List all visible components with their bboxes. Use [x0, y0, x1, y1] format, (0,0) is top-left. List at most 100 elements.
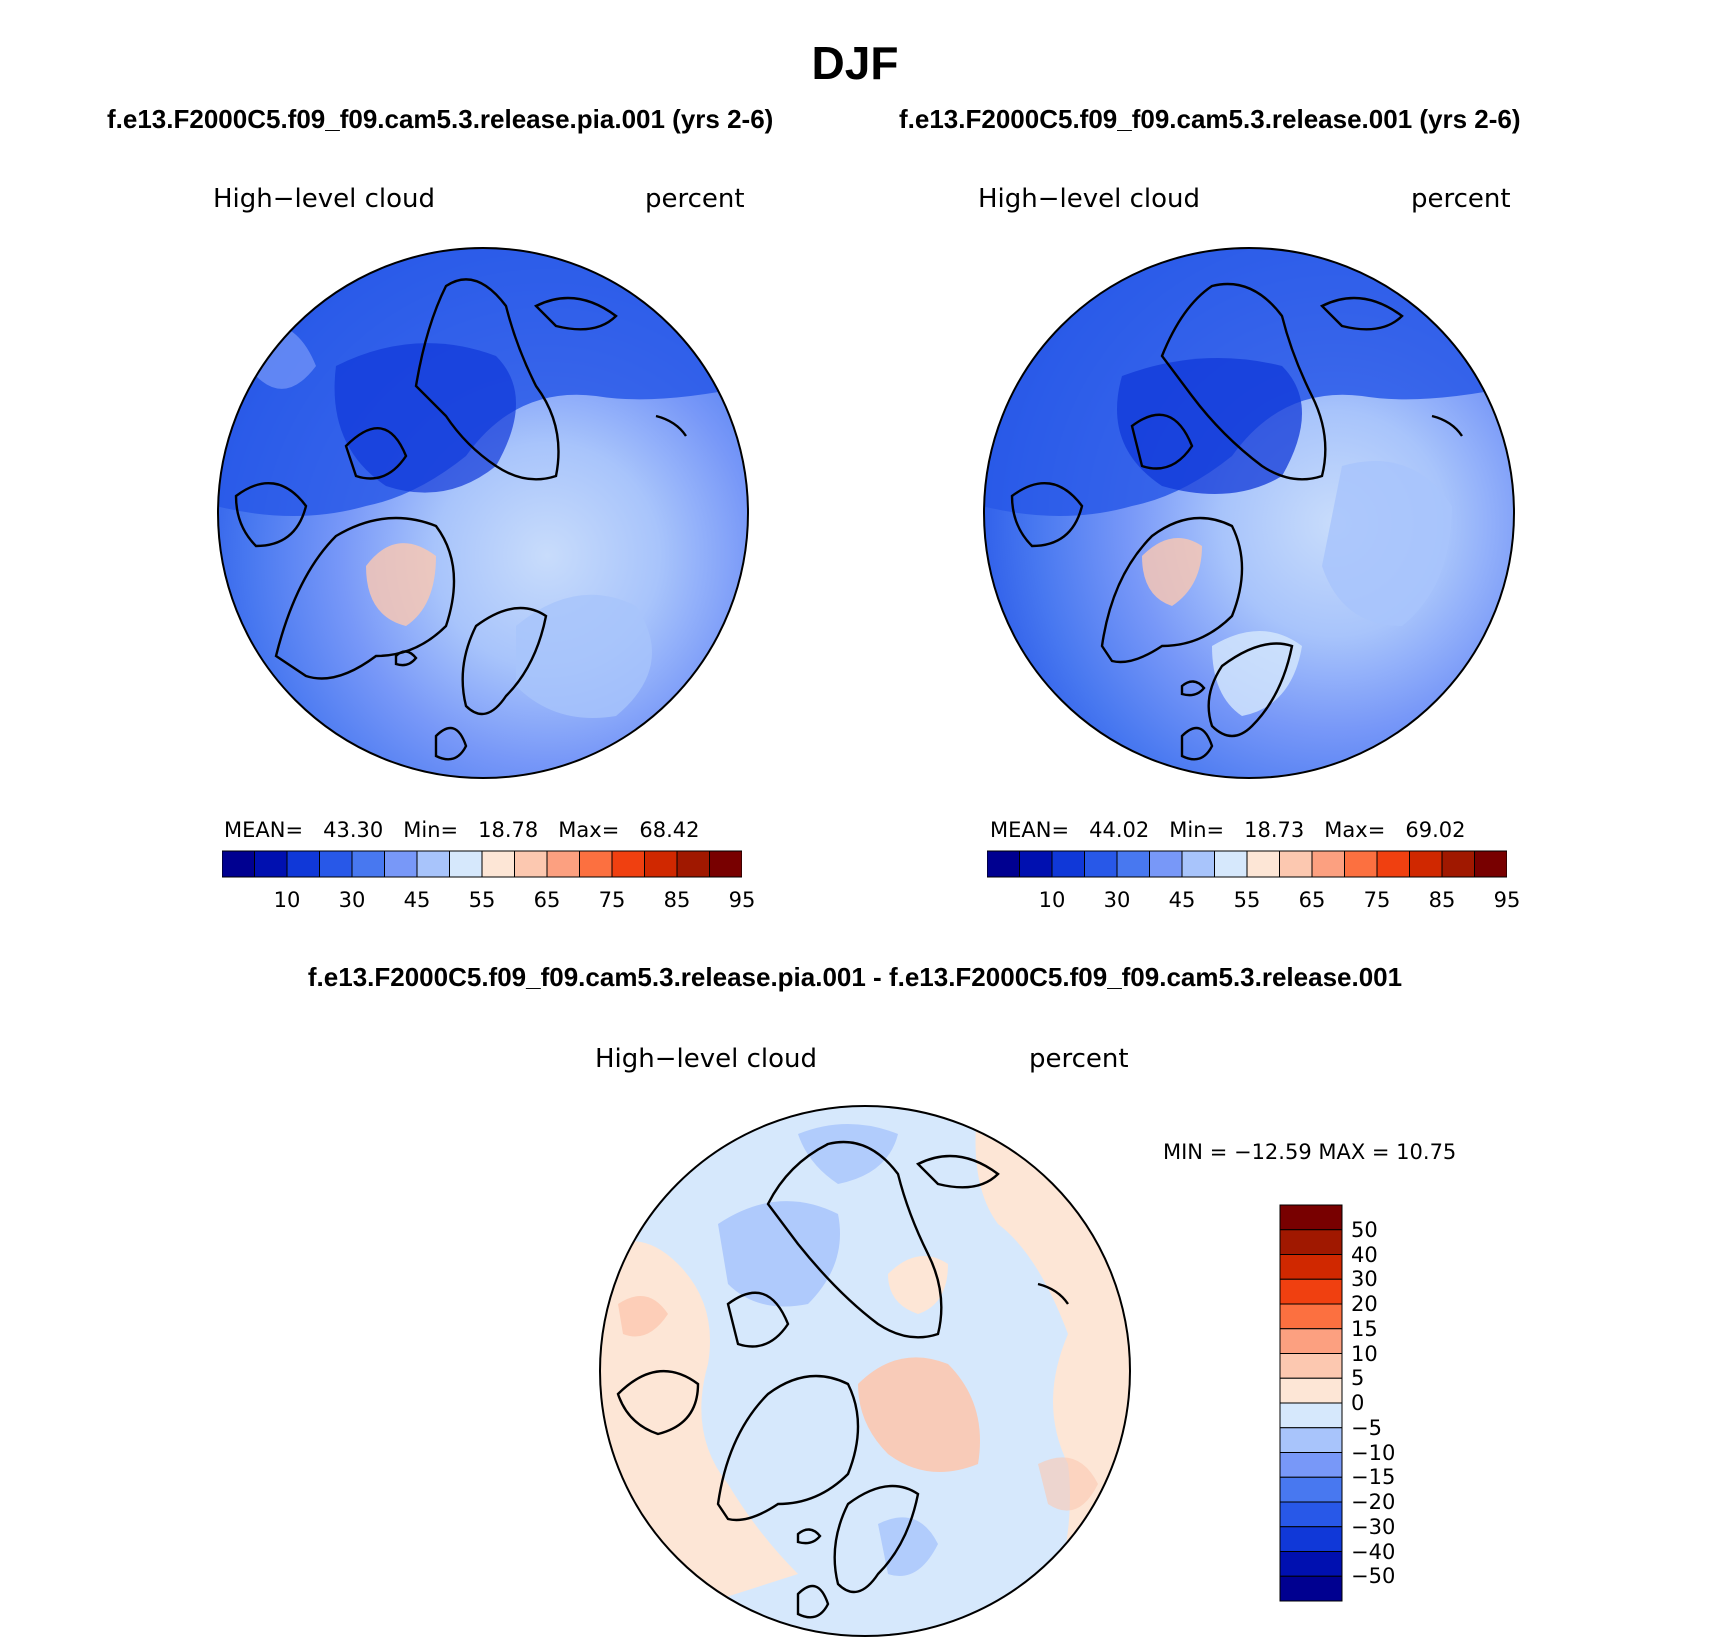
panel-1-colorbar-box	[676, 850, 710, 878]
difference-colorbar-box	[1279, 1526, 1343, 1552]
panel-2-colorbar-box	[1441, 850, 1475, 878]
panel-2-colorbar-box	[1214, 850, 1248, 878]
panel-1-colorbar-box	[709, 850, 742, 878]
difference-colorbar-box	[1279, 1328, 1343, 1354]
difference-colorbar-box	[1279, 1303, 1343, 1330]
difference-title: f.e13.F2000C5.f09_f09.cam5.3.release.pia…	[307, 962, 1403, 992]
diff-variable-label: High−level cloud	[595, 1044, 818, 1074]
panel-2-colorbar	[987, 850, 1507, 878]
panel-1-colorbar-box	[286, 850, 320, 878]
panel-2-colorbar-ticks: 10 30 45 55 65 75 85 95	[987, 888, 1521, 918]
difference-colorbar-box	[1279, 1427, 1343, 1453]
panel-1-min-value: 18.78	[478, 818, 539, 842]
panel-2-stats: MEAN= 44.02 Min= 18.73 Max= 69.02	[990, 818, 1465, 842]
panel-2-colorbar-box	[1181, 850, 1215, 878]
panel-1-colorbar-tick-label: 65	[533, 888, 561, 912]
difference-colorbar-box	[1279, 1501, 1343, 1528]
difference-colorbar-box	[1279, 1353, 1343, 1379]
difference-colorbar-box	[1279, 1476, 1343, 1503]
difference-colorbar-tick-label: −30	[1351, 1514, 1396, 1539]
panel-2-colorbar-box	[1409, 850, 1443, 878]
difference-colorbar-box	[1279, 1254, 1343, 1280]
panel-2-max-label: Max=	[1324, 818, 1386, 842]
difference-colorbar-box	[1279, 1452, 1343, 1478]
panel-2-colorbar-box	[1311, 850, 1345, 878]
panel-2-case-title: f.e13.F2000C5.f09_f09.cam5.3.release.001…	[899, 104, 1521, 134]
panel-2-colorbar-tick-label: 55	[1233, 888, 1261, 912]
difference-colorbar-box	[1279, 1204, 1343, 1231]
panel-1-colorbar-box	[579, 850, 613, 878]
panel-2-colorbar-box	[1279, 850, 1313, 878]
panel-2-mean-label: MEAN=	[990, 818, 1070, 842]
difference-polar-map	[599, 1105, 1131, 1637]
panel-1-units-label: percent	[645, 184, 745, 214]
panel-1-colorbar-tick-label: 45	[403, 888, 431, 912]
difference-colorbar-tick-label: −15	[1351, 1465, 1396, 1490]
panel-2-colorbar-box	[1149, 850, 1183, 878]
difference-colorbar-tick-label: 10	[1351, 1341, 1378, 1366]
panel-2-min-value: 18.73	[1244, 818, 1305, 842]
diff-minmax: MIN = −12.59 MAX = 10.75	[1163, 1140, 1457, 1164]
difference-colorbar-box	[1279, 1229, 1343, 1255]
difference-colorbar-tick-label: 20	[1351, 1292, 1378, 1316]
panel-1-colorbar-box	[416, 850, 450, 878]
page-title: DJF	[811, 37, 899, 89]
panel-2-colorbar-tick-label: 30	[1103, 888, 1131, 912]
panel-2-polar-map	[983, 247, 1515, 779]
panel-1-variable-label: High−level cloud	[213, 184, 436, 214]
panel-2-colorbar-tick-label: 75	[1363, 888, 1391, 912]
panel-2-max-value: 69.02	[1405, 818, 1466, 842]
panel-2-colorbar-box	[1051, 850, 1085, 878]
panel-2-colorbar-box	[1084, 850, 1118, 878]
difference-colorbar-box	[1279, 1551, 1343, 1577]
difference-colorbar-box	[1279, 1278, 1343, 1305]
difference-colorbar-tick-label: 50	[1351, 1217, 1378, 1242]
panel-1-colorbar-box	[644, 850, 678, 878]
panel-2-colorbar-tick-label: 45	[1168, 888, 1196, 912]
panel-2-colorbar-tick-label: 95	[1493, 888, 1521, 912]
difference-colorbar-box	[1279, 1402, 1343, 1429]
panel-1-colorbar	[222, 850, 742, 878]
panel-2-colorbar-tick-label: 85	[1428, 888, 1456, 912]
panel-1-colorbar-box	[319, 850, 353, 878]
difference-colorbar-tick-label: 15	[1351, 1316, 1378, 1341]
panel-1-colorbar-tick-label: 85	[663, 888, 691, 912]
panel-1-colorbar-box	[611, 850, 645, 878]
panel-2-colorbar-box	[1019, 850, 1053, 878]
panel-2-colorbar-box	[1116, 850, 1150, 878]
panel-1-max-label: Max=	[558, 818, 620, 842]
panel-2-colorbar-box	[987, 850, 1020, 878]
panel-2-colorbar-box	[1376, 850, 1410, 878]
difference-colorbar	[1279, 1204, 1343, 1602]
difference-colorbar-ticks: 50 40 30 20 15 10 5 0 −5 −10 −15 −20 −30 −40 −50	[1351, 1204, 1431, 1602]
panel-1-colorbar-box	[384, 850, 418, 878]
panel-2-min-label: Min=	[1169, 818, 1225, 842]
panel-1-case-title: f.e13.F2000C5.f09_f09.cam5.3.release.pia…	[107, 104, 774, 134]
panel-1-colorbar-tick-label: 30	[338, 888, 366, 912]
panel-1-colorbar-box	[351, 850, 385, 878]
panel-1-colorbar-tick-label: 95	[728, 888, 756, 912]
panel-1-mean-value: 43.30	[323, 818, 384, 842]
panel-2-colorbar-tick-label: 10	[1038, 888, 1066, 912]
difference-colorbar-tick-label: −5	[1351, 1415, 1382, 1440]
panel-2-mean-value: 44.02	[1089, 818, 1150, 842]
panel-1-colorbar-tick-label: 10	[273, 888, 301, 912]
panel-1-stats: MEAN= 43.30 Min= 18.78 Max= 68.42	[224, 818, 699, 842]
difference-colorbar-box	[1279, 1377, 1343, 1404]
difference-colorbar-tick-label: 5	[1351, 1366, 1365, 1391]
panel-2-colorbar-box	[1246, 850, 1280, 878]
panel-1-colorbar-box	[514, 850, 548, 878]
panel-2-colorbar-box	[1344, 850, 1378, 878]
panel-1-colorbar-box	[222, 850, 255, 878]
panel-1-colorbar-box	[546, 850, 580, 878]
panel-1-polar-map	[217, 247, 749, 779]
panel-1-max-value: 68.42	[639, 818, 700, 842]
panel-1-min-label: Min=	[403, 818, 459, 842]
difference-colorbar-box	[1279, 1575, 1343, 1602]
panel-2-variable-label: High−level cloud	[978, 184, 1201, 214]
difference-colorbar-tick-label: −10	[1351, 1440, 1396, 1465]
panel-2-colorbar-box	[1474, 850, 1507, 878]
panel-1-mean-label: MEAN=	[224, 818, 304, 842]
panel-1-colorbar-box	[254, 850, 288, 878]
panel-2-units-label: percent	[1411, 184, 1511, 214]
